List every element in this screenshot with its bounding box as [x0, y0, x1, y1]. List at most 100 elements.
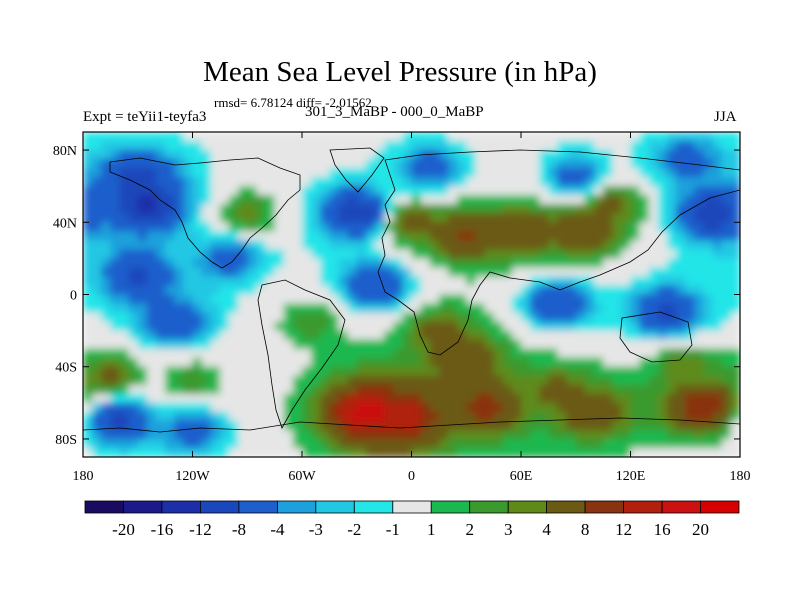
field-cell [466, 258, 476, 268]
field-cell [420, 429, 431, 440]
field-cell [110, 195, 121, 205]
field-cell [101, 330, 111, 341]
field-cell [557, 204, 568, 214]
field-cell [584, 249, 595, 259]
field-cell [92, 321, 102, 332]
field-cell [539, 276, 549, 286]
field-cell [174, 339, 184, 350]
field-cell [411, 312, 422, 323]
field-cell [365, 240, 376, 250]
field-cell [575, 366, 586, 377]
field-cell [575, 267, 586, 277]
field-cell [347, 348, 358, 359]
field-cell [639, 222, 650, 232]
field-cell [676, 150, 686, 160]
field-cell [165, 267, 175, 277]
field-cell [393, 285, 403, 296]
field-cell [92, 276, 102, 286]
field-cell [603, 141, 613, 151]
field-cell [393, 339, 403, 350]
field-cell [548, 132, 559, 142]
field-cell [174, 303, 184, 314]
field-cell [256, 312, 267, 323]
field-cell [274, 258, 285, 268]
field-cell [548, 150, 559, 160]
field-cell [667, 240, 677, 250]
field-cell [603, 294, 613, 305]
field-cell [703, 186, 714, 196]
field-cell [584, 339, 595, 350]
field-cell [311, 303, 321, 314]
field-cell [238, 213, 248, 223]
field-cell [174, 384, 184, 395]
field-cell [539, 303, 549, 314]
x-tick-label: 120E [616, 469, 646, 484]
field-cell [365, 375, 376, 386]
field-cell [329, 348, 340, 359]
field-cell [721, 267, 732, 277]
field-cell [420, 168, 431, 178]
field-cell [521, 303, 531, 314]
field-cell [238, 222, 248, 232]
field-cell [174, 186, 184, 196]
field-cell [292, 213, 303, 223]
field-cell [92, 402, 102, 413]
field-cell [566, 276, 577, 286]
field-cell [612, 150, 622, 160]
field-cell [338, 150, 349, 160]
field-cell [347, 249, 358, 259]
field-cell [530, 294, 540, 305]
field-cell [156, 150, 166, 160]
field-cell [429, 321, 440, 332]
field-cell [119, 438, 130, 449]
field-cell [429, 240, 440, 250]
field-cell [283, 177, 294, 187]
field-cell [165, 285, 175, 296]
field-cell [119, 321, 130, 332]
field-cell [594, 204, 604, 214]
field-cell [685, 267, 695, 277]
field-cell [648, 375, 659, 386]
field-cell [101, 339, 111, 350]
field-cell [721, 258, 732, 268]
field-cell [639, 448, 650, 457]
field-cell [511, 339, 522, 350]
y-tick-label: 80S [55, 433, 77, 448]
field-cell [183, 213, 194, 223]
field-cell [584, 448, 595, 457]
field-cell [402, 150, 413, 160]
field-cell [219, 303, 230, 314]
field-cell [584, 168, 595, 178]
field-cell [402, 177, 413, 187]
field-cell [530, 267, 540, 277]
field-cell [329, 312, 340, 323]
field-cell [146, 330, 157, 341]
field-cell [448, 195, 458, 205]
field-cell [119, 285, 130, 296]
field-cell [584, 402, 595, 413]
field-cell [648, 294, 659, 305]
field-cell [429, 448, 440, 457]
field-cell [320, 222, 330, 232]
field-cell [511, 150, 522, 160]
field-cell [730, 204, 740, 214]
field-cell [219, 321, 230, 332]
field-cell [402, 321, 413, 332]
field-cell [575, 195, 586, 205]
field-cell [92, 384, 102, 395]
field-cell [283, 375, 294, 386]
field-cell [603, 357, 613, 368]
field-cell [639, 348, 650, 359]
field-cell [137, 204, 148, 214]
field-cell [311, 357, 321, 368]
field-cell [502, 411, 513, 422]
field-cell [448, 267, 458, 277]
field-cell [356, 186, 367, 196]
field-cell [83, 375, 93, 386]
field-cell [238, 186, 248, 196]
field-cell [192, 339, 203, 350]
field-cell [356, 294, 367, 305]
field-cell [621, 132, 632, 142]
field-cell [137, 312, 148, 323]
field-cell [302, 195, 312, 205]
